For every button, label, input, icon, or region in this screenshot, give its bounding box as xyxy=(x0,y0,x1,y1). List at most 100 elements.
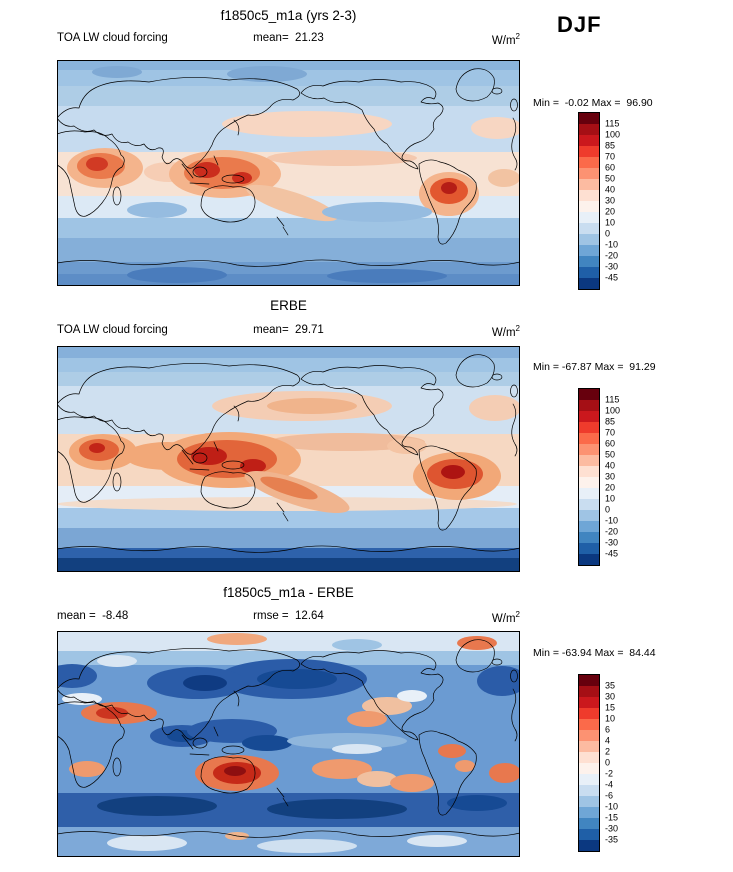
map-model xyxy=(57,60,520,286)
colorbar-cell xyxy=(579,113,599,124)
colorbar-cell xyxy=(579,212,599,223)
colorbar-cell xyxy=(579,741,599,752)
minmax-obs: Min = -67.87 Max = 91.29 xyxy=(533,361,656,373)
colorbar-tick-label: -45 xyxy=(605,548,619,559)
colorbar-cell xyxy=(579,245,599,256)
colorbar-cell xyxy=(579,455,599,466)
stats-row-obs: TOA LW cloud forcing mean= 29.71 W/m2 xyxy=(57,324,520,340)
colorbar-tick-label: 60 xyxy=(605,162,616,173)
map-frame xyxy=(57,60,520,286)
colorbar-tick-label: 50 xyxy=(605,173,616,184)
colorbar-obs: 115 100 85 70 60 50 40 30 20 10 0 -10 -20 -30 -45 xyxy=(578,388,648,568)
colorbar-labels: 115 100 85 70 60 50 40 30 20 10 0 -10 -20 -30 -45 xyxy=(605,113,641,289)
colorbar-cell xyxy=(579,763,599,774)
colorbar-tick-label: -30 xyxy=(605,823,619,834)
colorbar-tick-label: 4 xyxy=(605,735,611,746)
colorbar-cell xyxy=(579,157,599,168)
colorbar-cell xyxy=(579,389,599,400)
panel-title-model: f1850c5_m1a (yrs 2-3) xyxy=(220,8,357,23)
colorbar-tick-label: 0 xyxy=(605,228,611,239)
colorbar-tick-label: 20 xyxy=(605,206,616,217)
data-shading xyxy=(57,60,520,286)
map-obs xyxy=(57,346,520,572)
colorbar-cell xyxy=(579,697,599,708)
panel-title-diff: f1850c5_m1a - ERBE xyxy=(223,585,354,600)
units-label: W/m2 xyxy=(491,610,520,625)
colorbar-cells xyxy=(578,388,600,566)
colorbar-cell xyxy=(579,135,599,146)
colorbar-tick-label: 30 xyxy=(605,471,616,482)
stats-row-model: TOA LW cloud forcing mean= 21.23 W/m2 xyxy=(57,32,520,48)
colorbar-cell xyxy=(579,796,599,807)
colorbar-cell xyxy=(579,190,599,201)
colorbar-cell xyxy=(579,719,599,730)
colorbar-cell xyxy=(579,774,599,785)
colorbar-cell xyxy=(579,708,599,719)
colorbar-tick-label: -30 xyxy=(605,261,619,272)
colorbar-tick-label: 85 xyxy=(605,416,616,427)
colorbar-cell xyxy=(579,785,599,796)
colorbar-tick-label: -20 xyxy=(605,250,619,261)
colorbar-cells xyxy=(578,112,600,290)
variable-label: TOA LW cloud forcing xyxy=(57,32,168,44)
colorbar-cell xyxy=(579,752,599,763)
colorbar-tick-label: -30 xyxy=(605,537,619,548)
colorbar-tick-label: 10 xyxy=(605,217,616,228)
minmax-model: Min = -0.02 Max = 96.90 xyxy=(533,97,653,109)
colorbar-cell xyxy=(579,686,599,697)
colorbar-cells xyxy=(578,674,600,852)
colorbar-tick-label: 70 xyxy=(605,427,616,438)
colorbar-tick-label: 60 xyxy=(605,438,616,449)
colorbar-tick-label: -15 xyxy=(605,812,619,823)
colorbar-tick-label: 50 xyxy=(605,449,616,460)
colorbar-diff: 35 30 15 10 6 4 2 0 -2 -4 -6 -10 -15 -30 -35 xyxy=(578,674,648,854)
colorbar-cell xyxy=(579,521,599,532)
colorbar-tick-label: 10 xyxy=(605,493,616,504)
colorbar-tick-label: 85 xyxy=(605,140,616,151)
rmse-value: rmse = 12.64 xyxy=(253,610,324,622)
colorbar-tick-label: 40 xyxy=(605,460,616,471)
colorbar-cell xyxy=(579,554,599,565)
colorbar-tick-label: 2 xyxy=(605,746,611,757)
colorbar-tick-label: -10 xyxy=(605,239,619,250)
colorbar-cell xyxy=(579,477,599,488)
colorbar-cell xyxy=(579,543,599,554)
colorbar-cell xyxy=(579,444,599,455)
colorbar-tick-label: 0 xyxy=(605,757,611,768)
colorbar-tick-label: -35 xyxy=(605,834,619,845)
colorbar-model: 115 100 85 70 60 50 40 30 20 10 0 -10 -20 -30 -45 xyxy=(578,112,648,292)
colorbar-tick-label: -6 xyxy=(605,790,614,801)
colorbar-cell xyxy=(579,466,599,477)
units-label: W/m2 xyxy=(491,324,520,339)
colorbar-cell xyxy=(579,840,599,851)
colorbar-cell xyxy=(579,124,599,135)
map-frame xyxy=(57,631,520,857)
colorbar-cell xyxy=(579,168,599,179)
colorbar-tick-label: 30 xyxy=(605,195,616,206)
colorbar-tick-label: 10 xyxy=(605,713,616,724)
colorbar-cell xyxy=(579,675,599,686)
colorbar-tick-label: -4 xyxy=(605,779,614,790)
colorbar-cell xyxy=(579,829,599,840)
colorbar-tick-label: -10 xyxy=(605,801,619,812)
units-label: W/m2 xyxy=(491,32,520,47)
colorbar-cell xyxy=(579,818,599,829)
data-shading xyxy=(57,631,520,857)
colorbar-cell xyxy=(579,488,599,499)
colorbar-cell xyxy=(579,267,599,278)
colorbar-tick-label: -2 xyxy=(605,768,614,779)
data-shading xyxy=(57,346,520,572)
mean-value: mean= 21.23 xyxy=(253,32,324,44)
colorbar-tick-label: 115 xyxy=(605,118,620,129)
colorbar-cell xyxy=(579,499,599,510)
colorbar-labels: 35 30 15 10 6 4 2 0 -2 -4 -6 -10 -15 -30 -35 xyxy=(605,675,641,851)
colorbar-cell xyxy=(579,146,599,157)
colorbar-cell xyxy=(579,278,599,289)
colorbar-tick-label: 100 xyxy=(605,129,621,140)
colorbar-cell xyxy=(579,201,599,212)
colorbar-cell xyxy=(579,179,599,190)
map-frame xyxy=(57,346,520,572)
colorbar-cell xyxy=(579,256,599,267)
colorbar-cell xyxy=(579,223,599,234)
